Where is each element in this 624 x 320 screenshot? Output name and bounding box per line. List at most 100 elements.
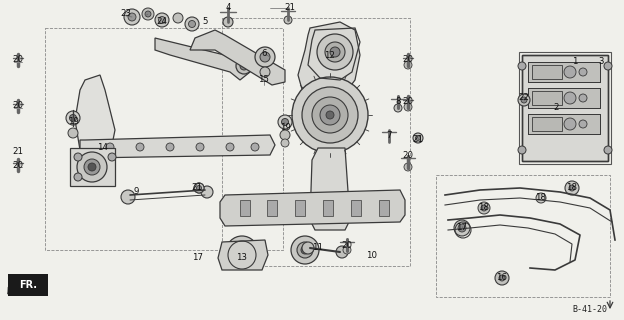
Text: 12: 12 [324,51,336,60]
Circle shape [604,146,612,154]
Circle shape [326,111,334,119]
Circle shape [278,115,292,129]
Circle shape [564,118,576,130]
Bar [532,117,562,131]
Circle shape [564,66,576,78]
Text: 23: 23 [120,10,132,19]
Circle shape [255,47,275,67]
Text: 18: 18 [479,204,489,212]
Text: FR.: FR. [19,280,37,290]
Circle shape [68,128,78,138]
Circle shape [124,9,140,25]
Circle shape [251,143,259,151]
Circle shape [74,173,82,181]
Circle shape [413,133,423,143]
Text: 21: 21 [412,135,424,145]
Circle shape [236,58,252,74]
Text: 20: 20 [12,161,24,170]
Circle shape [312,97,348,133]
Circle shape [121,190,135,204]
Text: 18: 18 [535,194,547,203]
Polygon shape [220,190,405,226]
Circle shape [226,236,258,268]
Bar [323,200,333,216]
Circle shape [320,105,340,125]
Circle shape [521,97,527,103]
Circle shape [136,143,144,151]
Polygon shape [75,75,115,160]
Circle shape [458,224,466,232]
Bar [351,200,361,216]
Text: 11: 11 [313,243,323,252]
Bar [528,114,600,134]
Polygon shape [298,22,360,110]
Circle shape [188,20,195,28]
Circle shape [292,77,368,153]
Text: 8: 8 [395,98,401,107]
Circle shape [145,11,151,17]
Circle shape [69,115,77,122]
Bar [8,274,48,296]
Circle shape [297,242,313,258]
Text: 13: 13 [236,253,248,262]
Bar [519,52,611,164]
Text: 20: 20 [12,55,24,65]
Circle shape [518,94,530,106]
Bar [528,62,600,82]
Circle shape [281,118,288,125]
Text: 20: 20 [402,55,414,65]
Bar [528,62,600,82]
Bar [532,65,562,79]
Text: 5: 5 [202,18,208,27]
Circle shape [330,47,340,57]
Circle shape [404,163,412,171]
Circle shape [74,153,82,161]
Text: 15: 15 [258,76,270,84]
Bar [532,91,562,105]
Circle shape [302,87,358,143]
Polygon shape [190,30,285,85]
Circle shape [394,104,402,112]
Bar [45,28,283,250]
Circle shape [77,152,107,182]
Text: 4: 4 [225,4,231,12]
Text: 14: 14 [97,143,109,153]
Circle shape [237,247,247,257]
Circle shape [284,16,292,24]
Bar [240,200,250,216]
Text: 19: 19 [280,124,290,132]
Circle shape [518,62,526,70]
Circle shape [66,111,80,125]
Circle shape [155,13,169,27]
Text: 7: 7 [386,132,392,140]
Text: 1: 1 [572,58,578,67]
Bar [267,200,277,216]
Circle shape [404,61,412,69]
Bar [222,18,410,266]
Circle shape [108,153,116,161]
Text: 22: 22 [519,93,530,102]
Text: 6: 6 [261,50,266,59]
Text: 17: 17 [457,223,467,233]
Circle shape [325,42,345,62]
Circle shape [404,103,412,111]
Circle shape [302,242,314,254]
Circle shape [579,120,587,128]
Text: 24: 24 [157,18,167,27]
Bar [528,114,600,134]
Circle shape [233,243,251,261]
Circle shape [579,68,587,76]
Text: 21: 21 [285,4,296,12]
Text: 21: 21 [192,183,203,193]
Circle shape [158,17,165,23]
Circle shape [481,205,487,211]
Circle shape [291,236,319,264]
Circle shape [281,139,289,147]
Circle shape [499,275,505,281]
Bar [522,55,608,161]
Circle shape [196,143,204,151]
Text: 16: 16 [497,274,507,283]
Text: B-41-20: B-41-20 [572,306,608,315]
Circle shape [197,186,202,190]
Circle shape [240,62,248,70]
